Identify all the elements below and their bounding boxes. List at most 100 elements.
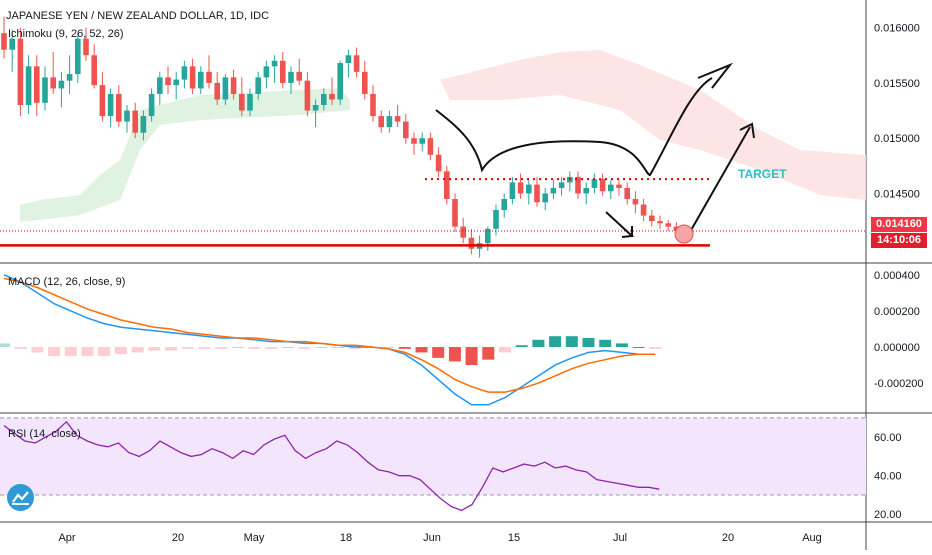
macd-histogram-bar [465, 347, 478, 366]
countdown-tag: 14:10:06 [871, 233, 927, 248]
candle-body [624, 187, 630, 199]
time-tick-label: Jul [613, 532, 627, 544]
candle-body [411, 138, 417, 144]
time-tick-label: 20 [172, 532, 184, 544]
candle-body [271, 60, 278, 67]
ichimoku-label: Ichimoku (9, 26, 52, 26) [8, 28, 124, 40]
candle-body [312, 105, 319, 111]
candle-body [534, 184, 540, 203]
candle-body [263, 66, 270, 78]
candle-body [230, 77, 237, 94]
candle-body [99, 85, 106, 117]
macd-histogram-bar [332, 347, 344, 349]
price-tick-label: 0.015500 [874, 78, 920, 90]
drawn-cup-curve [435, 77, 713, 177]
macd-histogram-bar [348, 347, 361, 349]
macd-histogram-bar [515, 345, 528, 348]
macd-histogram-bar [231, 347, 244, 349]
time-tick-label: Aug [802, 532, 822, 544]
candle-body [148, 93, 155, 117]
macd-histogram-bar [398, 347, 411, 349]
macd-histogram-bar [181, 347, 194, 349]
candle-body [435, 154, 442, 172]
macd-histogram-bar [649, 347, 662, 349]
candle-body [509, 182, 516, 199]
candle-body [362, 71, 368, 94]
candle-body [173, 79, 179, 86]
rsi-label: RSI (14, close) [8, 428, 81, 440]
candle-body [386, 116, 393, 128]
macd-histogram-bar [98, 347, 111, 357]
rsi-line [3, 420, 660, 512]
candle-body [452, 198, 458, 227]
candle-body [140, 116, 147, 133]
candle-body [419, 138, 425, 144]
candle-body [157, 77, 163, 94]
macd-histogram-bar [0, 343, 10, 348]
macd-histogram-bar [532, 339, 545, 348]
candle-body [665, 223, 671, 227]
candle-body [632, 198, 639, 205]
candle-body [329, 93, 335, 100]
macd-histogram-bar [281, 347, 294, 349]
candle-body [345, 55, 352, 64]
candle-body [214, 82, 220, 100]
candle-body [239, 93, 245, 111]
candle-body [542, 193, 548, 203]
candle-body [91, 55, 97, 86]
candle-body [337, 63, 343, 100]
macd-histogram-bar [148, 347, 161, 351]
macd-histogram-bar [81, 347, 94, 357]
candle-body [296, 71, 302, 81]
candle-body [222, 77, 229, 100]
ichimoku-cloud-bear [440, 50, 866, 200]
candle-body [370, 93, 376, 117]
ichimoku-cloud-bull [20, 88, 350, 222]
macd-histogram-bar [31, 347, 44, 353]
drawn-arrowhead [697, 62, 734, 89]
macd-histogram-bar [448, 347, 461, 362]
candle-body [517, 182, 524, 194]
time-tick-label: 18 [340, 532, 352, 544]
macd-histogram-bar [265, 347, 278, 349]
candle-body [17, 38, 24, 106]
candle-body [526, 184, 532, 194]
macd-histogram-bar [315, 347, 328, 349]
candle-body [550, 187, 557, 194]
chart-title: JAPANESE YEN / NEW ZEALAND DOLLAR, 1D, I… [6, 10, 270, 22]
macd-histogram-bar [632, 347, 645, 349]
macd-histogram-bar [615, 343, 628, 348]
time-tick-label: 15 [508, 532, 520, 544]
candle-body [427, 138, 434, 155]
macd-histogram-bar [549, 336, 562, 348]
candle-body [206, 71, 212, 83]
macd-tick-label: 0.000000 [874, 342, 920, 354]
candle-body [198, 71, 204, 89]
candle-body [107, 93, 114, 117]
rsi-tick-label: 60.00 [874, 432, 902, 444]
rsi-tick-label: 40.00 [874, 471, 902, 483]
candle-body [657, 221, 663, 224]
candle-body [58, 80, 65, 89]
macd-histogram-bar [415, 347, 428, 353]
macd-histogram-bar [382, 347, 395, 349]
candle-body [493, 210, 499, 229]
macd-histogram-bar [565, 336, 578, 348]
macd-histogram-bar [248, 347, 261, 349]
tradingview-logo-icon[interactable] [7, 484, 34, 511]
candle-body [640, 204, 647, 216]
candle-body [124, 110, 130, 122]
candle-body [460, 226, 466, 238]
candle-body [66, 74, 73, 81]
macd-histogram-bar [198, 347, 211, 349]
macd-histogram-bar [215, 347, 228, 349]
candle-body [321, 93, 327, 106]
price-tick-label: 0.015000 [874, 133, 920, 145]
candle-body [288, 71, 294, 83]
candle-body [599, 179, 606, 192]
time-tick-label: 20 [722, 532, 734, 544]
candle-body [1, 33, 7, 50]
time-tick-label: Jun [423, 532, 441, 544]
macd-tick-label: 0.000200 [874, 306, 920, 318]
macd-label: MACD (12, 26, close, 9) [8, 276, 126, 288]
